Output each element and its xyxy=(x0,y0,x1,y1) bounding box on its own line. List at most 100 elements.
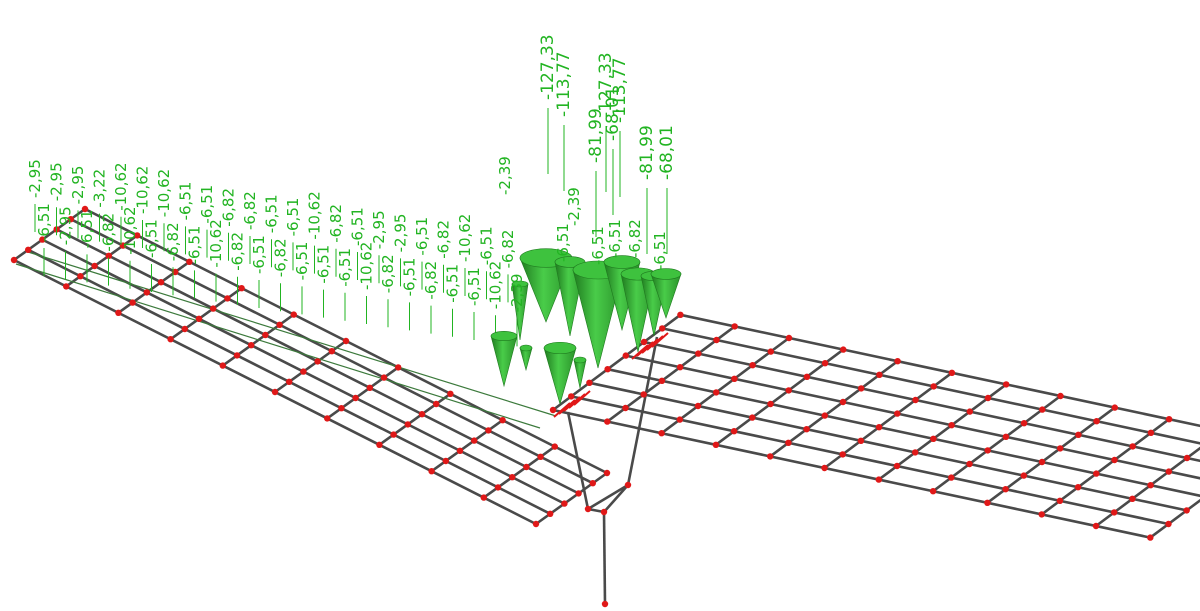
node-dot[interactable] xyxy=(67,216,75,223)
node-dot[interactable] xyxy=(143,289,150,296)
node-dot[interactable] xyxy=(966,408,973,415)
node-dot[interactable] xyxy=(286,378,293,385)
node-dot[interactable] xyxy=(659,325,666,332)
node-dot[interactable] xyxy=(603,469,611,477)
node-dot[interactable] xyxy=(39,236,46,243)
node-dot[interactable] xyxy=(713,389,720,396)
node-dot[interactable] xyxy=(238,285,245,292)
node-dot[interactable] xyxy=(494,484,502,491)
node-dot[interactable] xyxy=(875,424,883,431)
node-dot[interactable] xyxy=(1003,381,1010,388)
node-dot[interactable] xyxy=(352,394,359,402)
node-dot[interactable] xyxy=(730,428,738,435)
node-dot[interactable] xyxy=(785,387,792,394)
node-dot[interactable] xyxy=(433,400,440,408)
node-dot[interactable] xyxy=(1129,495,1136,502)
node-dot[interactable] xyxy=(912,449,919,456)
node-dot[interactable] xyxy=(894,358,901,365)
node-dot[interactable] xyxy=(537,453,544,460)
node-dot[interactable] xyxy=(586,379,593,386)
node-dot[interactable] xyxy=(328,348,335,355)
node-dot[interactable] xyxy=(456,447,464,454)
node-dot[interactable] xyxy=(1165,520,1172,528)
node-dot[interactable] xyxy=(803,426,810,433)
node-dot[interactable] xyxy=(380,374,388,381)
node-dot[interactable] xyxy=(1111,456,1118,464)
node-dot[interactable] xyxy=(713,336,720,344)
node-dot[interactable] xyxy=(25,246,32,253)
node-dot[interactable] xyxy=(894,410,901,417)
node-dot[interactable] xyxy=(471,437,478,444)
node-dot[interactable] xyxy=(821,412,828,419)
node-dot[interactable] xyxy=(480,494,487,501)
node-dot[interactable] xyxy=(1111,404,1119,411)
node-dot[interactable] xyxy=(948,369,956,376)
node-dot[interactable] xyxy=(551,443,558,450)
node-dot[interactable] xyxy=(271,388,279,396)
node-dot[interactable] xyxy=(575,490,582,497)
node-dot[interactable] xyxy=(129,299,136,306)
node-dot[interactable] xyxy=(803,373,811,380)
node-dot[interactable] xyxy=(604,418,611,425)
node-dot[interactable] xyxy=(105,252,113,259)
node-dot[interactable] xyxy=(404,421,411,428)
node-dot[interactable] xyxy=(912,396,919,404)
node-dot[interactable] xyxy=(1183,454,1191,462)
node-dot[interactable] xyxy=(134,232,141,239)
node-dot[interactable] xyxy=(749,362,756,369)
node-dot[interactable] xyxy=(447,390,454,397)
node-dot[interactable] xyxy=(91,262,98,270)
node-dot[interactable] xyxy=(840,346,847,353)
node-dot[interactable] xyxy=(81,205,89,213)
node-dot[interactable] xyxy=(785,439,792,446)
node-dot[interactable] xyxy=(676,364,684,371)
node-dot[interactable] xyxy=(233,352,241,359)
node-dot[interactable] xyxy=(1057,392,1064,400)
node-dot[interactable] xyxy=(677,311,684,318)
node-dot[interactable] xyxy=(875,476,882,483)
node-dot[interactable] xyxy=(658,430,665,437)
node-dot[interactable] xyxy=(1075,431,1082,438)
node-dot[interactable] xyxy=(276,321,283,328)
node-dot[interactable] xyxy=(984,394,992,402)
node-dot[interactable] xyxy=(600,508,608,516)
node-dot[interactable] xyxy=(601,600,609,608)
node-dot[interactable] xyxy=(604,366,611,373)
node-dot[interactable] xyxy=(1038,511,1045,518)
node-dot[interactable] xyxy=(376,441,383,448)
load-cone[interactable] xyxy=(573,359,587,389)
node-dot[interactable] xyxy=(300,368,307,375)
node-dot[interactable] xyxy=(584,505,592,513)
node-dot[interactable] xyxy=(948,474,955,481)
node-dot[interactable] xyxy=(1074,484,1082,491)
node-dot[interactable] xyxy=(1093,418,1100,425)
node-dot[interactable] xyxy=(839,398,847,406)
node-dot[interactable] xyxy=(224,295,231,302)
node-dot[interactable] xyxy=(622,352,629,359)
node-dot[interactable] xyxy=(1147,429,1155,436)
node-dot[interactable] xyxy=(1057,445,1064,452)
node-dot[interactable] xyxy=(785,334,793,342)
node-dot[interactable] xyxy=(676,416,683,423)
node-dot[interactable] xyxy=(342,337,350,345)
node-dot[interactable] xyxy=(984,499,991,506)
node-dot[interactable] xyxy=(324,415,331,422)
grid-nodes[interactable] xyxy=(10,205,1200,608)
node-dot[interactable] xyxy=(984,447,991,454)
node-dot[interactable] xyxy=(1020,472,1027,479)
node-dot[interactable] xyxy=(219,362,226,369)
node-dot[interactable] xyxy=(115,309,122,316)
node-dot[interactable] xyxy=(767,400,774,408)
node-dot[interactable] xyxy=(695,350,702,357)
node-dot[interactable] xyxy=(485,427,492,434)
node-dot[interactable] xyxy=(167,336,174,343)
node-dot[interactable] xyxy=(77,273,84,280)
node-dot[interactable] xyxy=(1147,482,1154,489)
node-dot[interactable] xyxy=(1092,522,1100,530)
node-dot[interactable] xyxy=(893,462,901,470)
node-dot[interactable] xyxy=(1020,420,1028,427)
node-dot[interactable] xyxy=(640,391,647,398)
node-dot[interactable] xyxy=(549,406,557,414)
node-dot[interactable] xyxy=(395,364,402,371)
